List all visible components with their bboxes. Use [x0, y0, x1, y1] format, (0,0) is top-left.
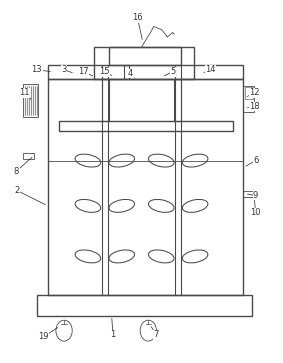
Text: 3: 3	[61, 65, 67, 74]
Text: 9: 9	[253, 191, 258, 200]
Text: 10: 10	[250, 208, 261, 217]
Text: 16: 16	[132, 13, 143, 22]
Text: 4: 4	[128, 69, 133, 78]
Bar	[245, 87, 253, 99]
Text: 2: 2	[14, 186, 19, 195]
Bar	[243, 191, 254, 197]
Text: 5: 5	[170, 67, 175, 76]
Text: 14: 14	[205, 65, 216, 74]
Bar	[102, 79, 109, 121]
Text: 11: 11	[20, 88, 30, 97]
Bar	[48, 79, 243, 295]
Bar	[124, 65, 129, 79]
Bar	[23, 84, 38, 117]
Text: 17: 17	[78, 67, 88, 76]
Text: 13: 13	[32, 65, 42, 74]
Text: 15: 15	[100, 67, 110, 76]
Text: 8: 8	[14, 167, 19, 176]
Bar	[59, 121, 233, 131]
Text: 1: 1	[110, 330, 115, 339]
Bar	[23, 152, 34, 159]
Text: 12: 12	[249, 88, 260, 97]
Text: 19: 19	[38, 332, 49, 341]
Bar	[243, 86, 254, 112]
Text: 6: 6	[253, 156, 258, 165]
Bar	[109, 47, 181, 65]
Bar	[174, 79, 181, 121]
Text: 7: 7	[154, 330, 159, 339]
Bar	[94, 47, 194, 79]
Bar	[37, 295, 252, 316]
Text: 18: 18	[249, 102, 260, 111]
Bar	[48, 65, 243, 79]
